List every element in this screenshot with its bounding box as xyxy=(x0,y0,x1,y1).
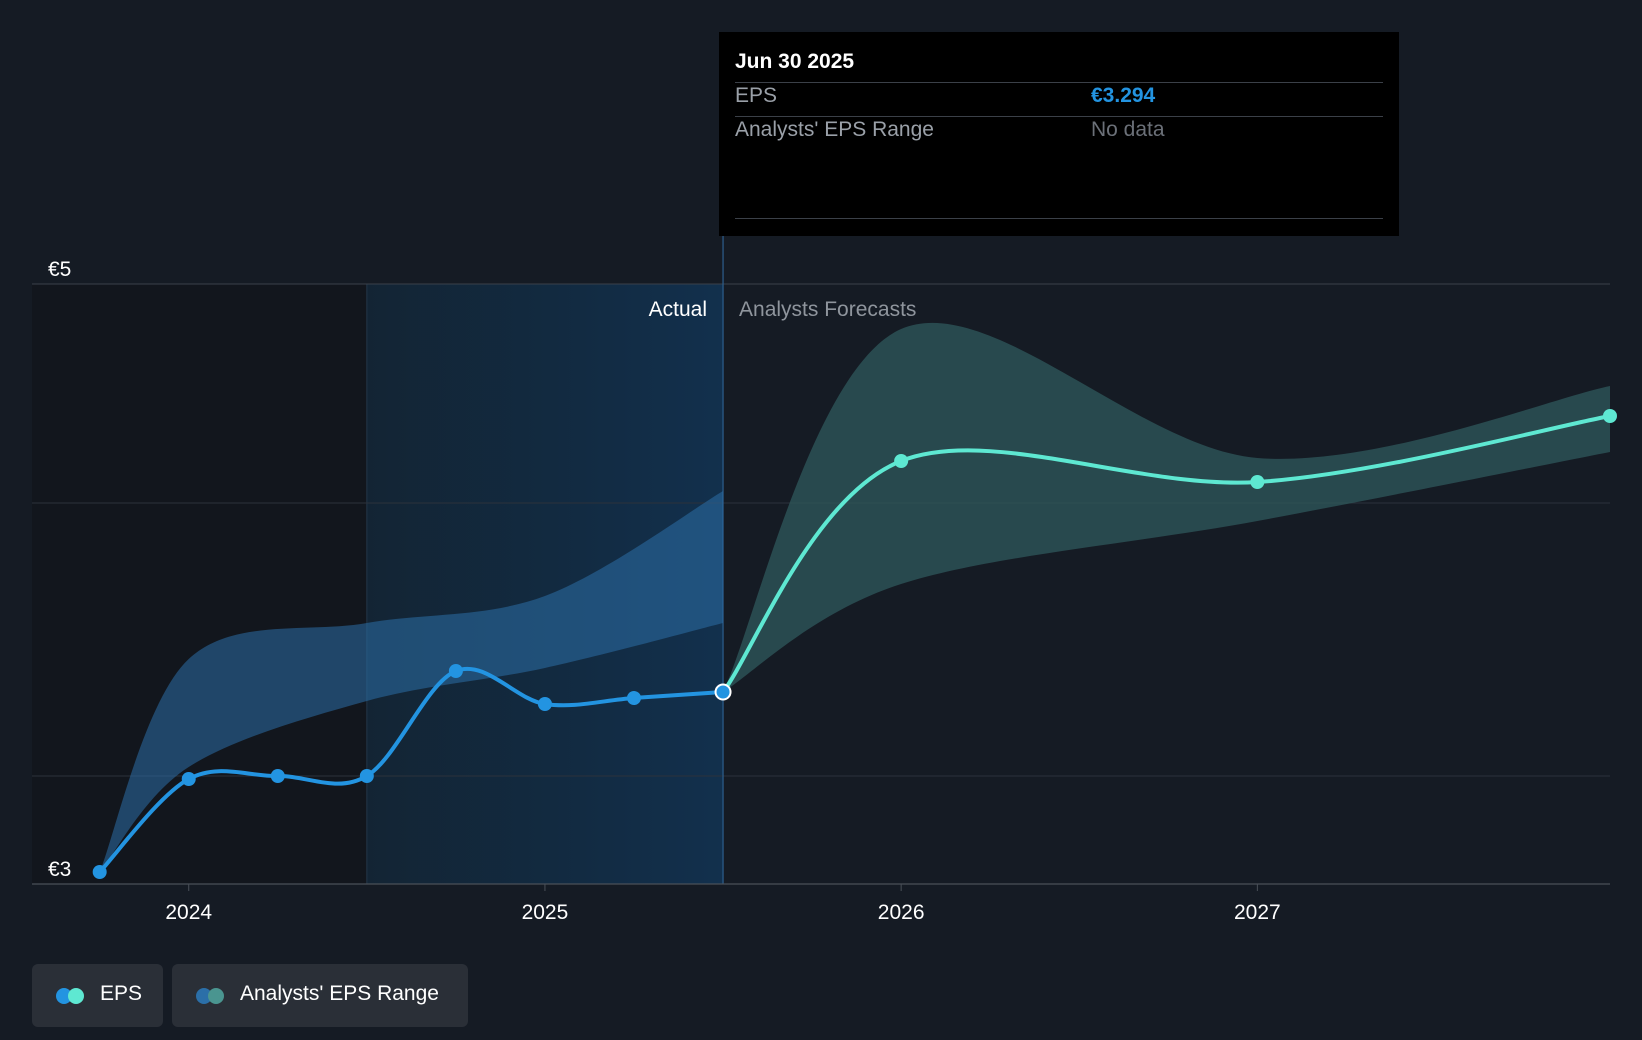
eps-point-actual xyxy=(270,769,285,783)
tooltip-divider xyxy=(735,82,1383,83)
eps-point-actual xyxy=(181,772,196,786)
range-band-actual xyxy=(99,491,723,872)
tooltip-range-value: No data xyxy=(1091,118,1165,141)
y-tick-label: €5 xyxy=(48,258,71,281)
legend-range-label: Analysts' EPS Range xyxy=(240,982,439,1005)
x-tick-label: 2025 xyxy=(522,901,569,924)
actual-section-label: Actual xyxy=(649,298,707,321)
x-tick-label: 2027 xyxy=(1234,901,1281,924)
eps-point-actual xyxy=(448,664,463,678)
forecast-section-label: Analysts Forecasts xyxy=(739,298,916,321)
eps-point-actual xyxy=(92,865,107,879)
tooltip-range-label: Analysts' EPS Range xyxy=(735,118,934,141)
tooltip-eps-label: EPS xyxy=(735,84,778,107)
tooltip-date: Jun 30 2025 xyxy=(735,50,855,73)
x-tick-label: 2024 xyxy=(165,901,212,924)
range-band-forecast xyxy=(723,322,1610,692)
eps-point-actual xyxy=(359,769,374,783)
eps-point-actual xyxy=(626,691,641,705)
tooltip-divider xyxy=(735,116,1383,117)
eps-point-actual xyxy=(537,697,552,711)
x-tick-label: 2026 xyxy=(878,901,925,924)
range-forecast-dot-icon xyxy=(208,988,224,1004)
eps-forecast-dot-icon xyxy=(68,988,84,1004)
y-tick-label: €3 xyxy=(48,858,71,881)
eps-point-forecast xyxy=(1250,475,1265,489)
legend-item-analysts-range[interactable]: Analysts' EPS Range xyxy=(172,964,468,1027)
legend-item-eps[interactable]: EPS xyxy=(32,964,163,1027)
eps-point-forecast xyxy=(1603,409,1617,423)
eps-point-forecast xyxy=(894,454,909,468)
eps-line-forecast xyxy=(721,414,1612,694)
tooltip-eps-value: €3.294 xyxy=(1091,84,1156,107)
legend-eps-label: EPS xyxy=(100,982,143,1005)
tooltip-divider xyxy=(735,218,1383,219)
tooltip-panel: Jun 30 2025 EPS €3.294 Analysts' EPS Ran… xyxy=(719,32,1399,236)
eps-hover-point xyxy=(714,683,732,701)
